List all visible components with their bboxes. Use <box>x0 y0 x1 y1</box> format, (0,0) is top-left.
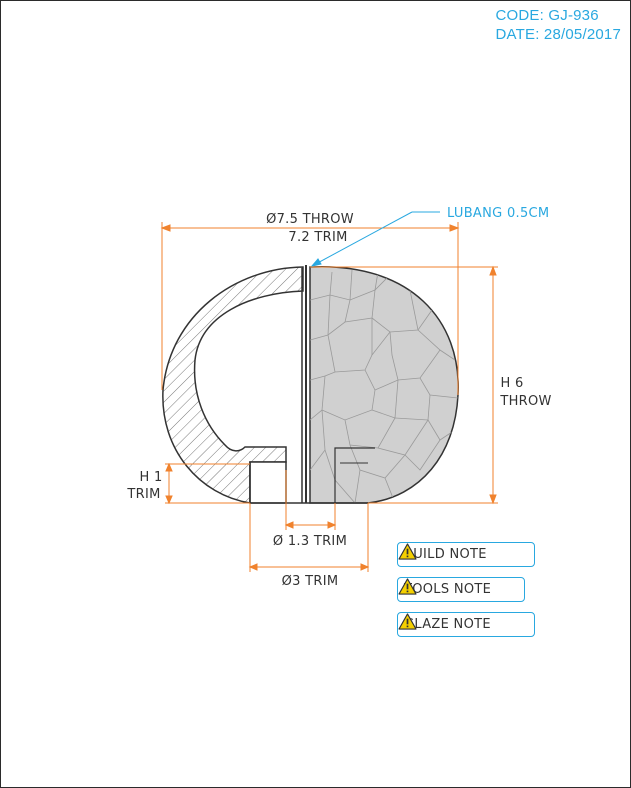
foot-ring-right <box>334 447 375 503</box>
top-trim-label: 7.2 TRIM <box>288 230 347 245</box>
height-h-label: H 6 <box>500 376 523 391</box>
crackle-pattern <box>310 269 459 503</box>
date-label: DATE: 28/05/2017 <box>495 26 621 43</box>
warning-icon <box>398 578 417 595</box>
dimension-foot-height <box>165 462 250 505</box>
height-throw-label: THROW <box>499 394 551 409</box>
glaze-surface <box>309 266 459 504</box>
top-throw-label: Ø7.5 THROW <box>266 212 354 227</box>
outer-trim-label: Ø3 TRIM <box>282 574 339 589</box>
section-wall <box>162 266 304 504</box>
foot-ring-section <box>249 461 287 504</box>
warning-icon <box>398 543 417 560</box>
title-block: CODE: GJ-936 DATE: 28/05/2017 <box>496 6 622 44</box>
code-label: CODE: GJ-936 <box>495 7 599 24</box>
cross-section-half <box>162 266 304 504</box>
warning-icon <box>398 613 417 630</box>
build-note-button[interactable]: BUILD NOTE <box>397 542 535 567</box>
dimension-inner-trim <box>284 470 337 530</box>
lubang-leader <box>310 211 440 267</box>
exterior-half <box>309 266 459 504</box>
glaze-note-button[interactable]: GLAZE NOTE <box>397 612 535 637</box>
lubang-label: LUBANG 0.5CM <box>447 206 549 221</box>
foot-h-label: H 1 <box>139 470 162 485</box>
inner-trim-label: Ø 1.3 TRIM <box>273 534 347 549</box>
dimension-top-width <box>160 222 460 395</box>
dimension-height <box>310 265 498 505</box>
tools-note-label: TOOLS NOTE <box>404 582 492 597</box>
build-note-label: BUILD NOTE <box>404 547 487 562</box>
tools-note-button[interactable]: TOOLS NOTE <box>397 577 525 602</box>
dimension-outer-trim <box>248 503 370 572</box>
glaze-note-label: GLAZE NOTE <box>404 617 491 632</box>
foot-trim-label: TRIM <box>126 487 160 502</box>
